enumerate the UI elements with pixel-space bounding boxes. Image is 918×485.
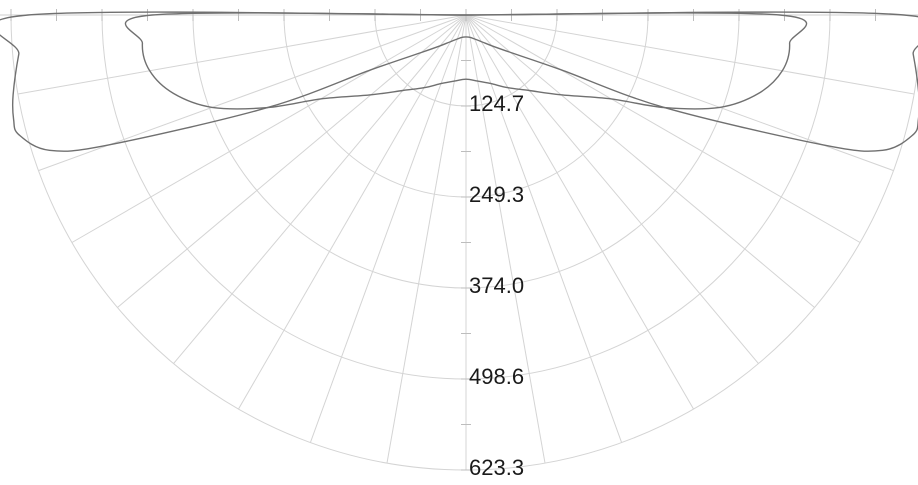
grid-spoke xyxy=(117,14,467,308)
grid-spoke xyxy=(465,14,915,95)
grid-spoke xyxy=(465,14,694,410)
r-tick-label: 124.7 xyxy=(469,91,524,116)
intensity-curve-1 xyxy=(0,11,918,152)
grid-spoke xyxy=(17,14,467,95)
r-tick-label: 623.3 xyxy=(469,455,524,480)
grid-spoke xyxy=(238,14,467,410)
r-tick-label: 249.3 xyxy=(469,182,524,207)
grid-spoke xyxy=(465,14,759,364)
intensity-curves xyxy=(0,11,918,152)
grid-spoke xyxy=(173,14,467,364)
radial-tick-labels: 124.7 249.3 374.0 498.6 623.3 xyxy=(469,91,524,480)
grid-spoke xyxy=(465,14,815,308)
polar-grid xyxy=(0,9,918,471)
r-tick-label: 498.6 xyxy=(469,364,524,389)
intensity-curve-2 xyxy=(124,12,808,110)
grid-spoke xyxy=(309,14,467,443)
r-tick-label: 374.0 xyxy=(469,273,524,298)
grid-spoke xyxy=(465,14,546,464)
grid-spoke xyxy=(386,14,467,464)
grid-spoke xyxy=(465,14,623,443)
grid-spoke xyxy=(71,14,467,243)
grid-spoke xyxy=(465,14,861,243)
